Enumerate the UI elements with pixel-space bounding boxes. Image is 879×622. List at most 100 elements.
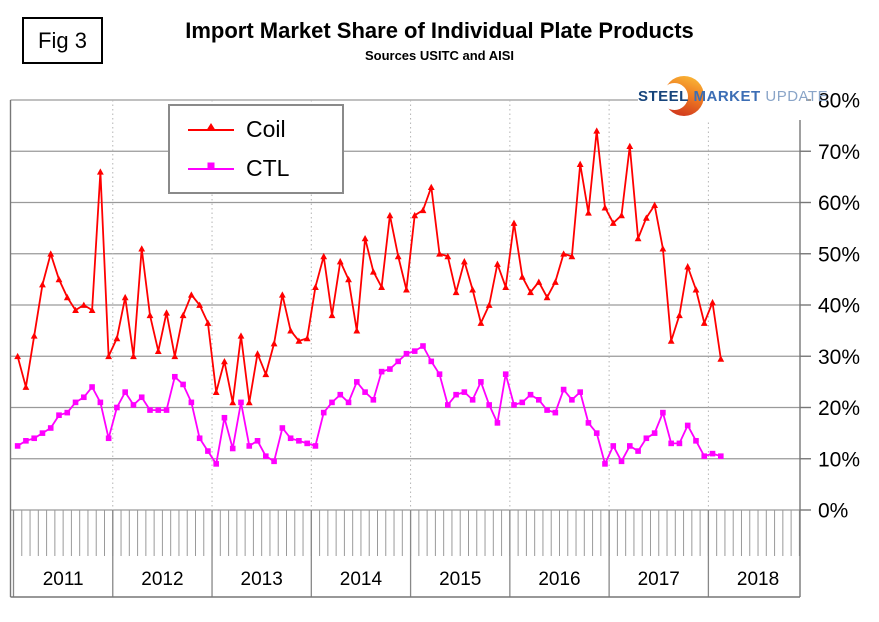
ctl-point-marker	[147, 407, 153, 413]
legend-label-ctl: CTL	[246, 155, 290, 181]
ctl-point-marker	[138, 394, 145, 401]
coil-line-sample	[188, 122, 234, 131]
year-label: 2013	[241, 569, 283, 590]
coil-point-marker	[651, 201, 659, 208]
coil-point-marker	[527, 288, 534, 296]
coil-point-marker	[634, 234, 642, 242]
ctl-point-marker	[180, 381, 186, 388]
ctl-point-marker	[536, 397, 542, 403]
coil-point-marker	[212, 388, 220, 396]
ctl-point-marker	[172, 373, 178, 380]
ctl-point-marker	[651, 430, 658, 436]
ctl-point-marker	[502, 371, 509, 377]
ctl-point-marker	[97, 399, 104, 406]
coil-point-marker	[692, 286, 700, 293]
ctl-point-marker	[14, 443, 21, 449]
ctl-point-marker	[552, 409, 559, 416]
ctl-point-marker	[461, 389, 468, 395]
coil-point-marker	[444, 252, 452, 260]
coil-point-marker	[568, 252, 576, 260]
coil-point-marker	[618, 211, 625, 219]
ctl-point-marker	[122, 389, 128, 395]
coil-point-marker	[601, 204, 609, 211]
coil-point-marker	[287, 327, 295, 334]
coil-point-marker	[717, 355, 725, 362]
coil-point-marker	[593, 127, 601, 134]
ctl-point-marker	[279, 425, 286, 431]
ctl-point-marker	[229, 445, 236, 452]
ctl-point-marker	[453, 391, 459, 398]
ctl-point-marker	[602, 461, 608, 467]
ctl-point-marker	[304, 440, 310, 447]
coil-point-marker	[460, 258, 468, 265]
coil-point-marker	[196, 301, 204, 308]
ctl-point-marker	[684, 422, 691, 429]
coil-point-marker	[270, 340, 278, 347]
y-tick-label: 0%	[818, 500, 848, 523]
legend-item-ctl: CTL	[170, 155, 342, 182]
coil-point-marker	[419, 206, 427, 214]
ctl-point-marker	[105, 435, 112, 442]
y-tick-label: 10%	[818, 448, 860, 471]
ctl-point-marker	[163, 407, 170, 413]
ctl-point-marker	[370, 397, 377, 403]
coil-point-marker	[96, 168, 104, 175]
ctl-point-marker	[130, 402, 137, 408]
coil-point-marker	[676, 311, 683, 319]
ctl-point-marker	[660, 409, 666, 416]
coil-point-marker	[336, 258, 344, 265]
year-label: 2011	[43, 569, 84, 590]
y-tick-label: 80%	[818, 90, 860, 113]
ctl-point-marker	[254, 438, 261, 444]
ctl-point-marker	[354, 379, 360, 385]
year-label: 2015	[439, 569, 481, 590]
coil-point-marker	[312, 283, 319, 290]
coil-point-marker	[543, 293, 551, 301]
coil-point-marker	[518, 273, 526, 280]
coil-point-marker	[353, 327, 361, 334]
ctl-point-marker	[263, 453, 269, 459]
ctl-point-marker	[238, 399, 244, 406]
coil-point-marker	[113, 334, 121, 342]
ctl-point-marker	[610, 443, 617, 449]
coil-point-marker	[452, 288, 460, 296]
ctl-point-marker	[403, 350, 410, 357]
ctl-point-marker	[246, 443, 253, 449]
coil-point-marker	[320, 252, 328, 260]
ctl-point-marker	[569, 397, 575, 403]
ctl-point-marker	[337, 391, 344, 398]
coil-point-marker	[502, 283, 510, 290]
y-tick-label: 60%	[818, 192, 860, 215]
chart-title: Import Market Share of Individual Plate …	[185, 18, 694, 43]
logo-word-update: UPDATE	[765, 88, 829, 105]
ctl-point-marker	[155, 407, 162, 413]
ctl-point-marker	[378, 368, 385, 375]
ctl-point-marker	[494, 420, 501, 426]
y-tick-label: 50%	[818, 243, 860, 266]
ctl-point-marker	[39, 430, 46, 436]
ctl-point-marker	[296, 438, 302, 444]
ctl-point-marker	[486, 402, 492, 408]
coil-point-marker	[138, 245, 146, 252]
ctl-point-marker	[618, 458, 625, 465]
coil-point-marker	[394, 252, 402, 260]
ctl-point-marker	[362, 389, 368, 395]
ctl-point-marker	[114, 404, 120, 411]
ctl-point-marker	[544, 407, 550, 413]
ctl-point-marker	[81, 394, 87, 401]
coil-point-marker	[328, 311, 336, 319]
legend-box: Coil CTL	[168, 104, 344, 194]
ctl-point-marker	[627, 443, 633, 449]
coil-triangle-marker-icon	[206, 122, 216, 131]
coil-point-marker	[667, 337, 675, 344]
coil-point-marker	[121, 293, 129, 301]
ctl-point-marker	[709, 450, 716, 457]
coil-point-marker	[378, 283, 386, 290]
y-tick-label: 70%	[818, 141, 860, 164]
ctl-point-marker	[395, 358, 401, 365]
coil-point-marker	[154, 347, 162, 355]
coil-point-marker	[130, 352, 137, 360]
ctl-point-marker	[320, 409, 327, 416]
year-label: 2016	[538, 569, 580, 590]
